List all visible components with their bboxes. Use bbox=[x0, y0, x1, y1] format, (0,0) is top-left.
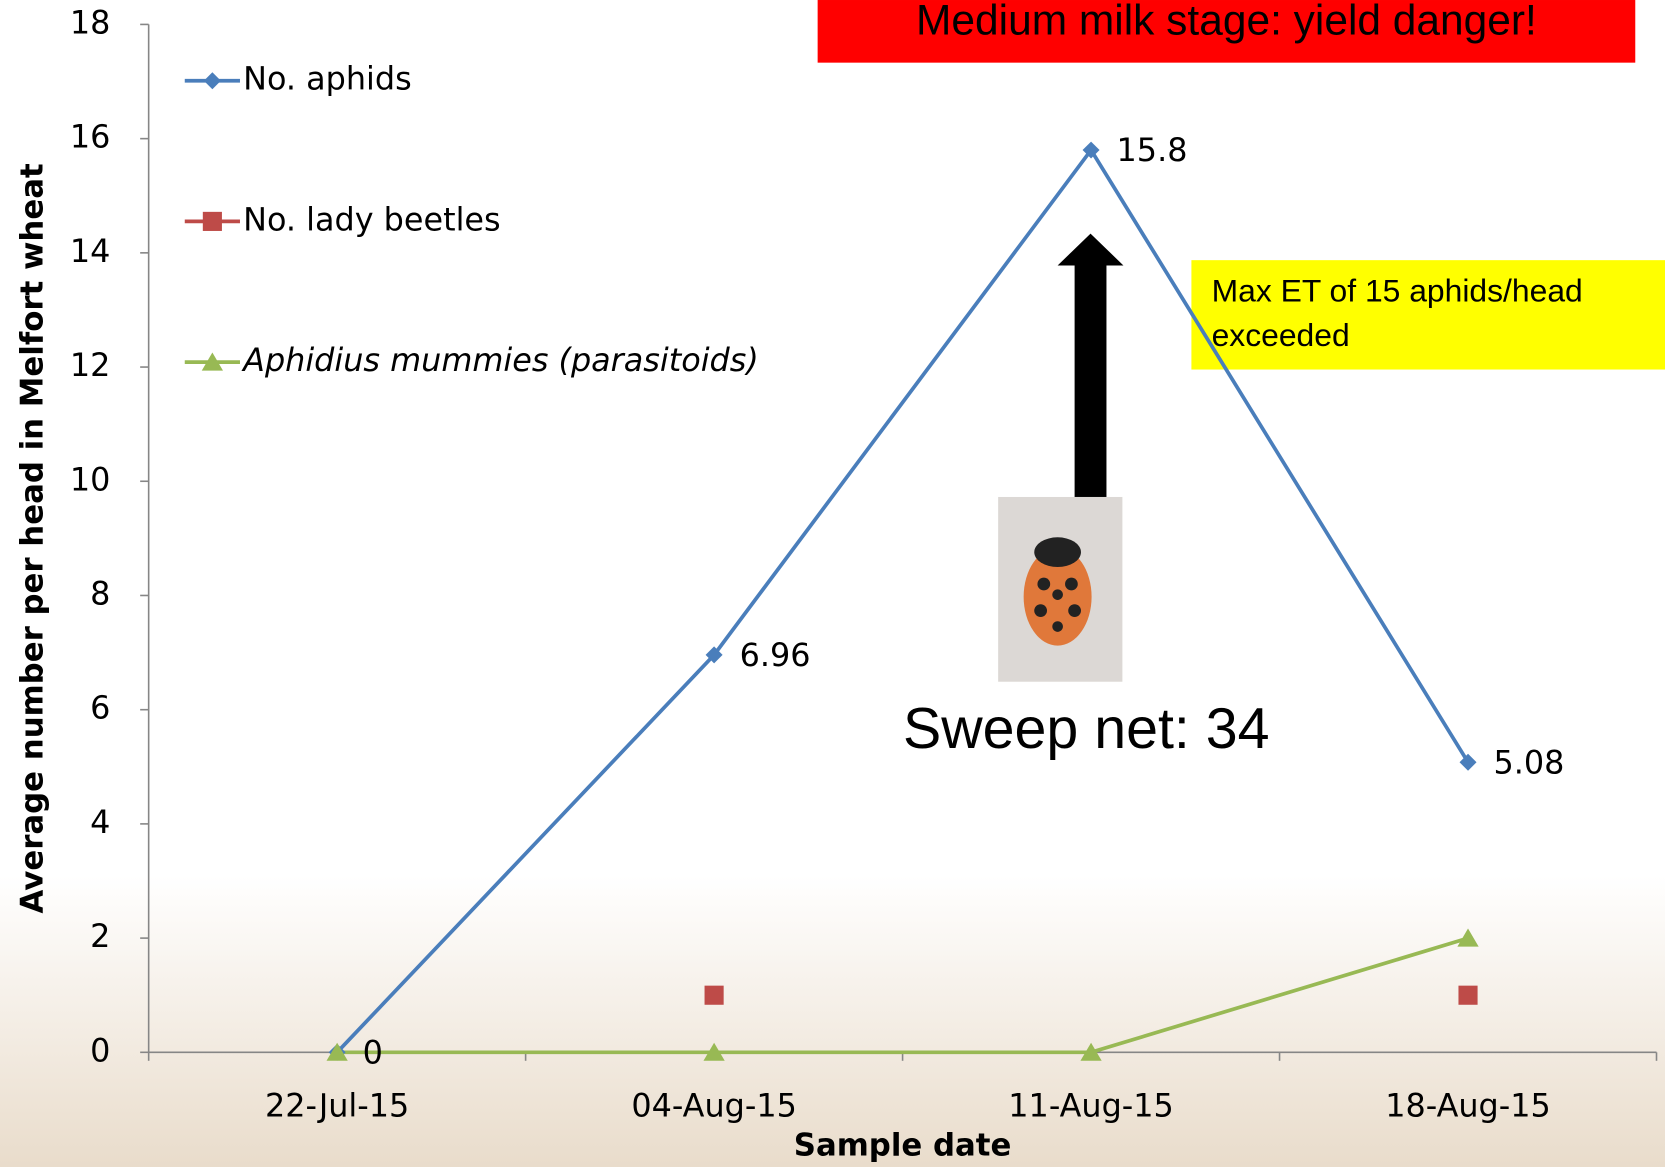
ladybug-photo bbox=[998, 496, 1123, 682]
legend-label: Aphidius mummies (parasitoids) bbox=[241, 341, 759, 379]
y-tick-label: 16 bbox=[70, 118, 111, 156]
data-point bbox=[705, 646, 723, 664]
legend-label: No. lady beetles bbox=[243, 200, 500, 238]
legend-marker bbox=[201, 352, 223, 371]
data-point bbox=[1458, 985, 1478, 1005]
data-point bbox=[1082, 141, 1100, 159]
y-tick-label: 0 bbox=[90, 1031, 110, 1069]
y-tick-label: 4 bbox=[90, 803, 110, 841]
y-tick-label: 12 bbox=[70, 346, 111, 384]
danger-text: Medium milk stage: yield danger! bbox=[916, 0, 1537, 44]
x-tick-label: 04-Aug-15 bbox=[631, 1087, 797, 1125]
arrow bbox=[1057, 233, 1124, 500]
y-tick-label: 2 bbox=[90, 917, 110, 955]
y-tick-label: 14 bbox=[70, 232, 111, 270]
x-tick-label: 22-Jul-15 bbox=[265, 1087, 409, 1125]
x-tick-label: 11-Aug-15 bbox=[1008, 1087, 1174, 1125]
data-point bbox=[1080, 1042, 1102, 1061]
legend-marker bbox=[203, 72, 221, 90]
data-point bbox=[326, 1042, 348, 1061]
threshold-text: Max ET of 15 aphids/head bbox=[1212, 272, 1583, 308]
data-point bbox=[703, 1042, 725, 1061]
legend-marker bbox=[202, 211, 222, 231]
data-label: 6.96 bbox=[740, 636, 811, 674]
data-label: 15.8 bbox=[1117, 131, 1188, 169]
y-tick-label: 8 bbox=[90, 574, 110, 612]
danger-box bbox=[817, 0, 1636, 63]
data-label: 0 bbox=[363, 1033, 383, 1071]
data-label: 5.08 bbox=[1494, 743, 1565, 781]
y-tick-label: 10 bbox=[70, 460, 111, 498]
threshold-box bbox=[1191, 260, 1665, 370]
y-tick-label: 18 bbox=[70, 3, 111, 41]
data-point bbox=[704, 985, 724, 1005]
y-tick-label: 6 bbox=[90, 689, 110, 727]
series-line bbox=[337, 936, 1469, 1055]
data-point bbox=[1457, 928, 1479, 947]
threshold-text: exceeded bbox=[1212, 317, 1350, 353]
sweep-text: Sweep net: 34 bbox=[903, 697, 1270, 761]
data-point bbox=[1459, 753, 1477, 771]
x-tick-label: 18-Aug-15 bbox=[1385, 1087, 1551, 1125]
x-axis-title: Sample date bbox=[794, 1127, 1012, 1163]
y-axis-title: Average number per head in Melfort wheat bbox=[14, 163, 50, 913]
legend-label: No. aphids bbox=[243, 60, 412, 98]
series-line bbox=[335, 146, 1470, 1054]
